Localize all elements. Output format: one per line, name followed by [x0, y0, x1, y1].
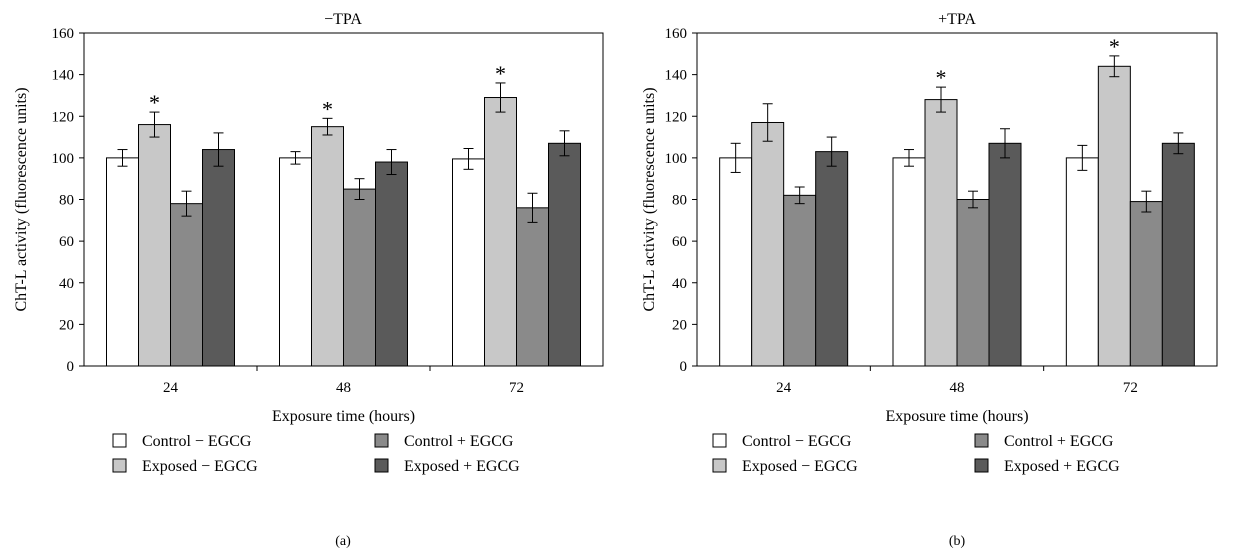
y-tick-label: 20: [672, 317, 687, 333]
x-tick-label-24: 24: [163, 380, 179, 396]
y-tick-label: 100: [665, 151, 688, 167]
bar-24-series-0: [719, 157, 753, 367]
bar-24-series-3: [202, 149, 235, 367]
bar-48-series-0: [279, 157, 312, 367]
y-tick-label: 40: [672, 276, 687, 292]
y-tick-label: 160: [52, 26, 75, 42]
bar-72-series-1: [1097, 65, 1131, 367]
legend: Control − EGCG Control + EGCG Exposed − EG…: [112, 433, 520, 475]
legend-label-3: Exposed + EGCG: [404, 458, 520, 475]
chart-title: −TPA: [324, 11, 362, 28]
y-tick-label: 20: [59, 317, 74, 333]
x-tick-label-24: 24: [776, 380, 792, 396]
legend-label-2: Control + EGCG: [1004, 433, 1114, 450]
significance-marker: *: [322, 96, 333, 121]
chart-panel-a: −TPA 0 20 40 60 80 100 120 140 160 ChT-L activity …: [13, 11, 604, 549]
legend-label-2: Control + EGCG: [404, 433, 514, 450]
y-axis-label: ChT-L activity (fluorescence units): [13, 87, 30, 311]
bar-48-series-1: [924, 99, 958, 367]
bar-72-series-3: [1161, 142, 1195, 367]
y-tick-label: 80: [672, 193, 687, 209]
bar-24-series-1: [751, 121, 785, 367]
y-axis-label: ChT-L activity (fluorescence units): [641, 87, 658, 311]
y-tick-label: 100: [52, 151, 75, 167]
legend-label-3: Exposed + EGCG: [1004, 458, 1120, 475]
legend-swatch-3: [374, 458, 389, 473]
legend-label-1: Exposed − EGCG: [142, 458, 258, 475]
x-tick-label-48: 48: [950, 380, 965, 396]
y-tick-label: 120: [52, 109, 75, 125]
x-axis-label: Exposure time (hours): [272, 408, 415, 425]
legend-label-0: Control − EGCG: [742, 433, 852, 450]
bar-24-series-1: [138, 124, 171, 367]
bar-72-series-0: [1065, 157, 1099, 367]
bar-72-series-0: [452, 158, 485, 367]
bar-48-series-2: [343, 188, 376, 367]
legend-swatch-0: [712, 433, 727, 448]
bar-24-series-0: [106, 157, 139, 367]
legend-swatch-3: [974, 458, 989, 473]
bar-48-series-3: [375, 161, 408, 367]
bar-24-series-2: [170, 203, 203, 367]
y-tick-label: 0: [67, 359, 75, 375]
y-tick-label: 140: [665, 68, 688, 84]
bar-48-series-1: [311, 126, 344, 367]
y-tick-label: 160: [665, 26, 688, 42]
bar-72-series-2: [1129, 201, 1163, 367]
panel-label: (b): [949, 534, 966, 549]
legend-swatch-1: [712, 458, 727, 473]
chart-title: +TPA: [938, 11, 976, 28]
y-tick-label: 60: [672, 234, 687, 250]
y-tick-label: 80: [59, 193, 74, 209]
bar-24-series-2: [783, 194, 817, 367]
bar-24-series-3: [815, 151, 849, 367]
significance-marker: *: [149, 90, 160, 115]
x-tick-label-72: 72: [509, 380, 524, 396]
legend-swatch-2: [974, 433, 989, 448]
significance-marker: *: [936, 65, 947, 90]
legend-swatch-1: [112, 458, 127, 473]
panel-label: (a): [335, 534, 351, 549]
x-tick-label-48: 48: [336, 380, 351, 396]
significance-marker: *: [495, 61, 506, 86]
y-tick-label: 140: [52, 68, 75, 84]
significance-marker: *: [1109, 34, 1120, 59]
chart-panel-b: +TPA 0 20 40 60 80 100 120 140 160 ChT-L activity …: [641, 11, 1218, 549]
x-tick-label-72: 72: [1123, 380, 1138, 396]
legend-swatch-0: [112, 433, 127, 448]
y-tick-label: 60: [59, 234, 74, 250]
y-tick-label: 40: [59, 276, 74, 292]
y-tick-label: 0: [680, 359, 688, 375]
legend-label-1: Exposed − EGCG: [742, 458, 858, 475]
legend: Control − EGCG Control + EGCG Exposed − EG…: [712, 433, 1120, 475]
bar-48-series-0: [892, 157, 926, 367]
bar-72-series-3: [548, 142, 581, 367]
legend-swatch-2: [374, 433, 389, 448]
y-tick-label: 120: [665, 109, 688, 125]
bar-48-series-2: [956, 199, 990, 367]
bar-48-series-3: [988, 142, 1022, 367]
legend-label-0: Control − EGCG: [142, 433, 252, 450]
x-axis-label: Exposure time (hours): [885, 408, 1028, 425]
bar-72-series-2: [516, 207, 549, 367]
bar-72-series-1: [484, 97, 517, 367]
